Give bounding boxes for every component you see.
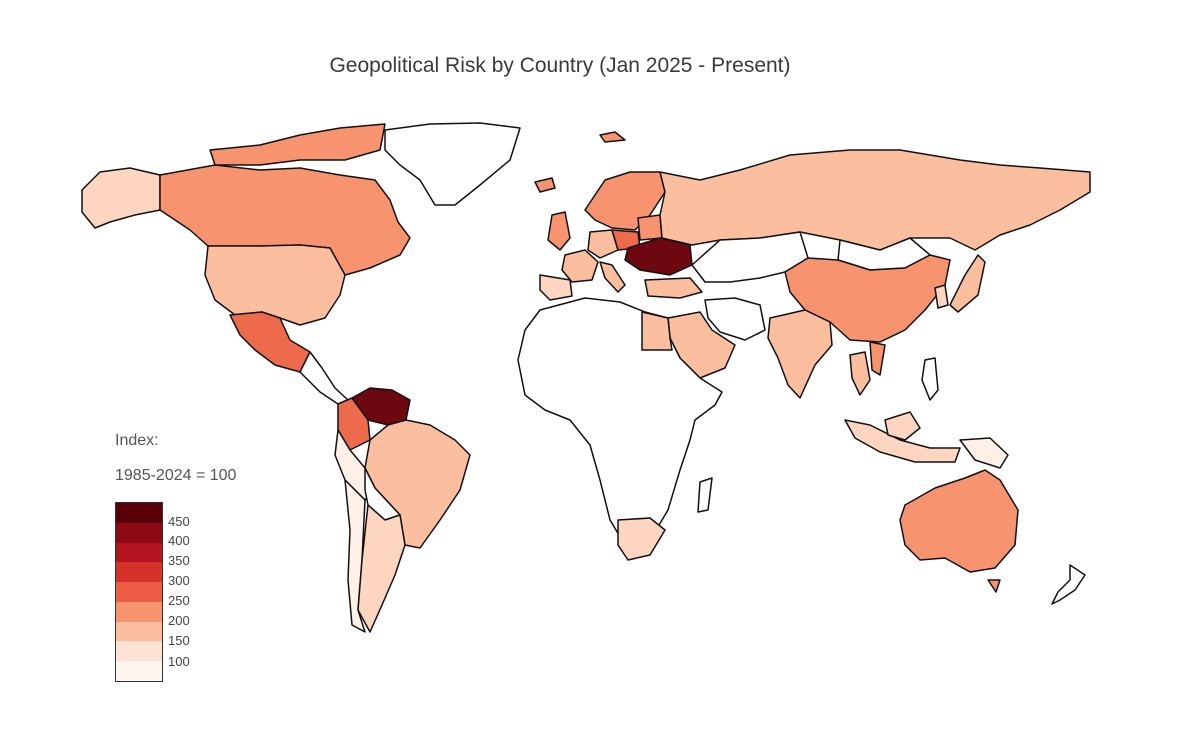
country-indonesia	[844, 419, 961, 463]
legend-swatch	[116, 503, 162, 524]
country-chile	[344, 479, 366, 633]
legend-tick-label: 350	[168, 553, 190, 568]
country-central-america	[299, 351, 349, 405]
country-canada-arctic-islands	[209, 123, 386, 166]
country-korea	[934, 284, 949, 309]
legend-tick-label: 300	[168, 573, 190, 588]
legend-swatch	[116, 601, 162, 623]
country-tasmania	[987, 579, 1001, 593]
legend-tick-label: 150	[168, 633, 190, 648]
map-title: Geopolitical Risk by Country (Jan 2025 -…	[329, 54, 791, 77]
country-turkey	[644, 277, 703, 299]
legend-tick-label: 200	[168, 613, 190, 628]
country-south-africa	[617, 517, 666, 561]
legend-color-bar	[115, 502, 163, 682]
country-iran	[704, 297, 766, 341]
country-thailand	[849, 351, 871, 396]
legend-swatch	[116, 621, 162, 642]
country-venezuela	[351, 387, 411, 426]
country-malaysia-borneo	[884, 411, 921, 441]
country-madagascar	[697, 477, 713, 513]
country-egypt	[641, 311, 673, 351]
legend-tick-label: 400	[168, 533, 190, 548]
legend-title-line2: 1985-2024 = 100	[115, 467, 237, 484]
country-new-zealand	[1051, 564, 1086, 605]
legend-swatch	[116, 661, 162, 682]
country-india	[767, 309, 833, 399]
country-australia	[899, 469, 1019, 573]
legend-tick-label: 450	[168, 514, 190, 529]
legend-swatch	[116, 542, 162, 563]
legend-swatch	[116, 582, 162, 603]
legend-title-line1: Index:	[115, 432, 159, 449]
country-united-kingdom	[547, 211, 571, 251]
legend-swatch	[116, 522, 162, 544]
country-svalbard	[599, 131, 626, 143]
country-italy	[599, 261, 626, 293]
country-philippines	[921, 357, 939, 401]
country-belarus	[637, 214, 663, 241]
country-spain	[539, 274, 573, 301]
country-argentina	[357, 504, 406, 633]
country-iceland	[534, 177, 556, 193]
legend-tick-label: 100	[168, 654, 190, 669]
legend-swatch	[116, 641, 162, 662]
country-united-states	[204, 244, 346, 326]
country-alaska	[81, 167, 161, 229]
country-papua-new-guinea	[959, 437, 1009, 469]
country-vietnam	[869, 341, 886, 376]
country-france	[561, 249, 599, 283]
country-greenland	[384, 122, 521, 206]
legend-tick-label: 250	[168, 593, 190, 608]
country-russia	[659, 149, 1091, 251]
country-germany	[587, 229, 619, 259]
country-japan	[949, 254, 986, 313]
country-scandinavia	[584, 171, 666, 231]
legend-swatch	[116, 562, 162, 583]
